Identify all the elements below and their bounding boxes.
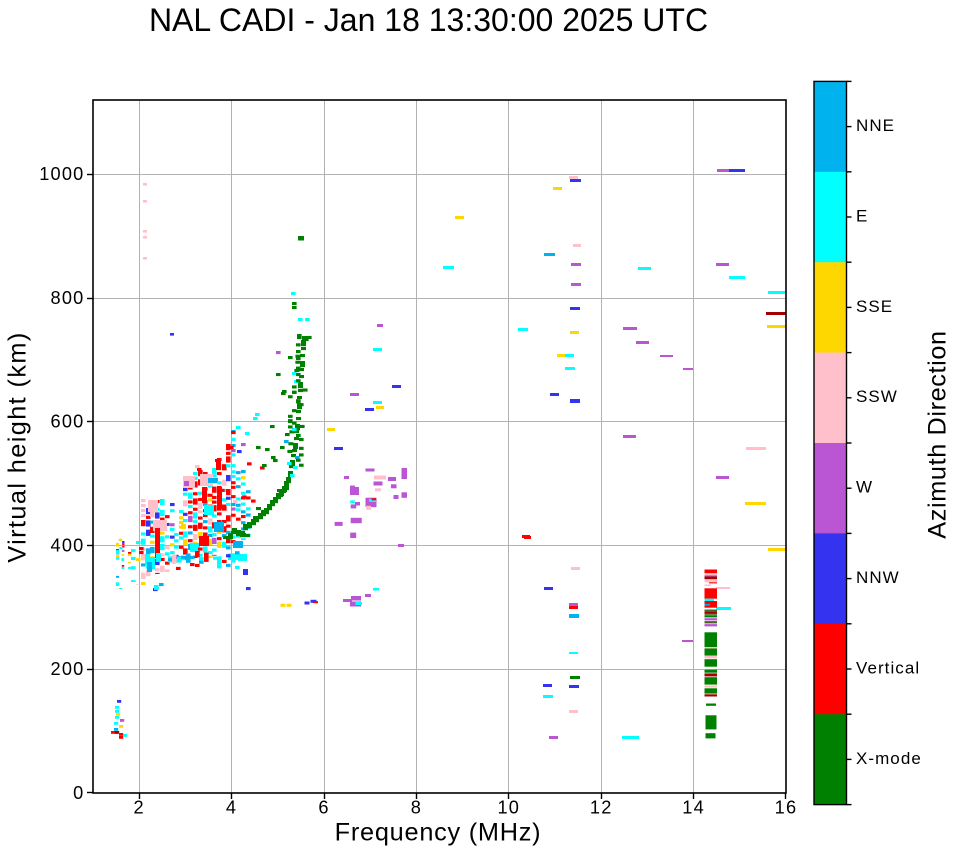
svg-text:600: 600 — [51, 412, 85, 432]
svg-text:Frequency (MHz): Frequency (MHz) — [335, 819, 542, 847]
svg-text:W: W — [856, 478, 873, 497]
svg-text:2: 2 — [134, 798, 145, 818]
svg-text:SSW: SSW — [856, 387, 898, 406]
svg-text:X-mode: X-mode — [856, 749, 922, 768]
svg-text:1000: 1000 — [39, 164, 84, 184]
svg-text:16: 16 — [775, 798, 798, 818]
svg-text:Vertical: Vertical — [856, 658, 920, 677]
svg-text:200: 200 — [51, 659, 85, 679]
svg-text:800: 800 — [51, 288, 85, 308]
svg-text:Azimuth Direction: Azimuth Direction — [924, 330, 952, 538]
svg-text:8: 8 — [411, 798, 422, 818]
svg-text:0: 0 — [73, 783, 84, 803]
svg-text:Virtual height (km): Virtual height (km) — [4, 331, 32, 562]
svg-text:10: 10 — [497, 798, 520, 818]
svg-text:4: 4 — [226, 798, 237, 818]
svg-text:NNW: NNW — [856, 568, 900, 587]
svg-text:NNE: NNE — [856, 116, 895, 135]
svg-text:NAL CADI - Jan 18 13:30:00 202: NAL CADI - Jan 18 13:30:00 2025 UTC — [149, 2, 708, 38]
svg-text:12: 12 — [590, 798, 613, 818]
svg-text:E: E — [856, 206, 868, 225]
svg-text:6: 6 — [318, 798, 329, 818]
svg-text:14: 14 — [682, 798, 705, 818]
svg-text:400: 400 — [51, 535, 85, 555]
svg-text:SSE: SSE — [856, 297, 893, 316]
